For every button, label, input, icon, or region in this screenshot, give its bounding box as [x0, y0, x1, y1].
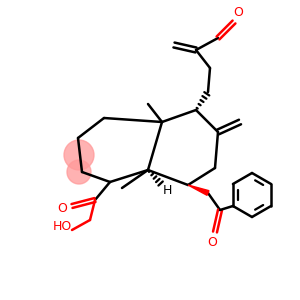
- Text: O: O: [207, 236, 217, 248]
- Circle shape: [67, 160, 91, 184]
- Text: O: O: [57, 202, 67, 215]
- Circle shape: [64, 140, 94, 170]
- Text: H: H: [162, 184, 172, 196]
- Text: O: O: [233, 7, 243, 20]
- Text: HO: HO: [52, 220, 72, 233]
- Polygon shape: [188, 185, 209, 195]
